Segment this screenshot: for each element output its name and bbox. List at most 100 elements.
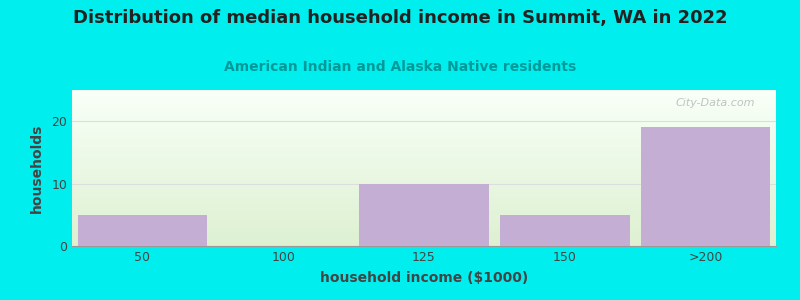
Bar [72, 100, 776, 101]
Bar [72, 211, 776, 212]
Bar [72, 189, 776, 190]
Bar [72, 143, 776, 144]
Bar [72, 219, 776, 220]
Bar [72, 122, 776, 123]
Bar [72, 97, 776, 98]
Bar [72, 236, 776, 237]
Bar [72, 148, 776, 149]
Bar [72, 157, 776, 158]
Bar [72, 194, 776, 195]
Bar [72, 133, 776, 134]
Bar [72, 107, 776, 108]
Bar [72, 140, 776, 141]
Bar [72, 185, 776, 186]
Bar [72, 214, 776, 215]
Bar [72, 164, 776, 165]
Bar [72, 233, 776, 234]
Bar [72, 178, 776, 179]
Bar [72, 171, 776, 172]
Bar [72, 180, 776, 181]
Bar [72, 105, 776, 106]
Bar [72, 138, 776, 139]
Bar [72, 112, 776, 113]
Text: City-Data.com: City-Data.com [675, 98, 755, 108]
Bar [72, 241, 776, 242]
Bar [72, 184, 776, 185]
Bar [72, 193, 776, 194]
Bar [72, 203, 776, 204]
Bar [500, 215, 630, 246]
Bar [72, 237, 776, 238]
Bar [72, 108, 776, 109]
Bar [72, 144, 776, 145]
Bar [72, 168, 776, 169]
Bar [72, 116, 776, 117]
Bar [72, 159, 776, 160]
Bar [72, 169, 776, 170]
Bar [72, 208, 776, 209]
Bar [72, 150, 776, 151]
Bar [72, 225, 776, 226]
Bar [72, 174, 776, 175]
Bar [72, 218, 776, 219]
Bar [72, 199, 776, 200]
Y-axis label: households: households [30, 123, 44, 213]
Bar [72, 152, 776, 153]
Bar [72, 109, 776, 110]
Bar [72, 186, 776, 187]
Bar [72, 106, 776, 107]
Bar [72, 222, 776, 223]
Bar [72, 139, 776, 140]
Bar [72, 216, 776, 217]
Bar [72, 175, 776, 176]
Bar [72, 177, 776, 178]
Bar [72, 131, 776, 132]
Bar [72, 217, 776, 218]
Bar [72, 103, 776, 104]
Bar [72, 176, 776, 177]
Bar [72, 120, 776, 121]
Bar [72, 124, 776, 125]
Bar [72, 197, 776, 198]
Bar [72, 149, 776, 150]
Bar [72, 182, 776, 183]
Bar [72, 158, 776, 159]
Bar [72, 209, 776, 210]
Bar [72, 162, 776, 163]
Bar [72, 104, 776, 105]
Bar [72, 210, 776, 211]
Bar [78, 215, 207, 246]
Bar [72, 231, 776, 232]
Bar [72, 154, 776, 155]
Bar [72, 188, 776, 189]
Bar [72, 234, 776, 235]
Bar [72, 135, 776, 136]
Bar [72, 142, 776, 143]
Bar [72, 179, 776, 180]
Bar [72, 201, 776, 202]
Bar [72, 206, 776, 207]
Bar [72, 129, 776, 130]
Bar [72, 128, 776, 129]
Bar [72, 215, 776, 216]
Bar [72, 137, 776, 138]
Bar [72, 235, 776, 236]
Bar [72, 123, 776, 124]
Bar [72, 165, 776, 166]
Bar [72, 110, 776, 111]
Bar [72, 198, 776, 199]
Bar [72, 134, 776, 135]
Bar [72, 190, 776, 191]
Bar [72, 163, 776, 164]
Bar [72, 117, 776, 118]
Bar [72, 204, 776, 205]
Bar [72, 113, 776, 114]
Bar [72, 151, 776, 152]
Bar [72, 115, 776, 116]
Bar [72, 191, 776, 192]
Bar [72, 141, 776, 142]
Text: Distribution of median household income in Summit, WA in 2022: Distribution of median household income … [73, 9, 727, 27]
Bar [72, 160, 776, 161]
Bar [72, 99, 776, 100]
Bar [72, 213, 776, 214]
